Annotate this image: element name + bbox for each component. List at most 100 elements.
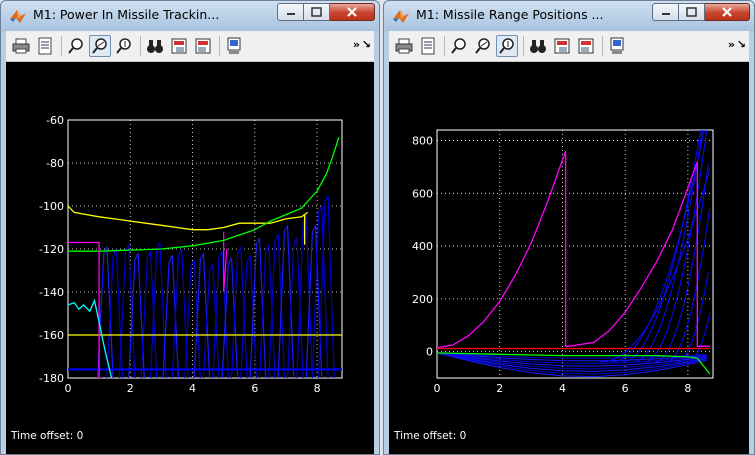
zoom-button[interactable] [448, 35, 470, 57]
window-title: M1: Power In Missile Trackin... [33, 7, 220, 22]
series-line [68, 241, 103, 378]
restore-axes-icon [195, 38, 211, 54]
series-line [437, 352, 707, 378]
matlab-icon [393, 10, 409, 23]
restore-axes-icon [578, 38, 594, 54]
print-button[interactable] [393, 35, 415, 57]
toolbar-separator [61, 36, 62, 56]
save-axes-icon [171, 38, 187, 54]
series-line [311, 205, 329, 378]
maximize-icon [311, 7, 322, 17]
series-line [437, 352, 707, 362]
series-line [149, 242, 167, 378]
close-button[interactable] [705, 3, 750, 21]
y-tick-label: -180 [39, 372, 64, 385]
time-offset-label: Time offset: 0 [394, 430, 467, 442]
series-line [223, 231, 228, 293]
series-line [665, 206, 711, 363]
binoculars-icon [530, 40, 546, 53]
y-tick-label: -60 [46, 114, 64, 127]
minimize-button[interactable] [277, 3, 304, 21]
y-tick-label: 200 [412, 293, 433, 306]
series-line [106, 248, 124, 378]
close-icon [347, 7, 357, 17]
x-tick-label: 2 [496, 382, 503, 395]
restore-axes-button[interactable] [192, 35, 214, 57]
series-line [318, 194, 335, 378]
save-axes-icon [554, 38, 570, 54]
x-tick-label: 4 [559, 382, 566, 395]
toolbar-overflow-icon[interactable]: » ↘ [352, 38, 371, 51]
zoom-x-button[interactable] [89, 35, 111, 57]
zoom-button[interactable] [65, 35, 87, 57]
floating-scope-icon [227, 37, 241, 54]
axes: 0 2 4 6 8 -60 -80 -100 -120 -140 -160 -180 [39, 114, 343, 395]
x-tick-label: 2 [127, 382, 134, 395]
y-tick-label: 400 [412, 240, 433, 253]
y-tick-label: -120 [39, 243, 64, 256]
y-tick-label: -140 [39, 286, 64, 299]
series-line [437, 352, 707, 372]
zoom-icon [68, 38, 83, 54]
minimize-icon [286, 13, 295, 15]
zoom-y-icon [499, 38, 514, 54]
print-icon [395, 38, 413, 54]
series-line [128, 253, 145, 378]
autoscale-button[interactable] [144, 35, 166, 57]
zoom-icon [451, 38, 466, 54]
series-line [68, 205, 309, 231]
x-tick-label: 8 [314, 382, 321, 395]
parameters-button[interactable] [34, 35, 56, 57]
print-button[interactable] [10, 35, 32, 57]
toolbar: » ↘ [6, 31, 374, 62]
title-bar[interactable]: M1: Power In Missile Trackin... [1, 1, 379, 31]
series-line [437, 352, 707, 367]
maximize-button[interactable] [679, 3, 705, 21]
save-axes-button[interactable] [551, 35, 573, 57]
toolbar-separator [523, 36, 524, 56]
toolbar-separator [602, 36, 603, 56]
floating-scope-icon [610, 37, 624, 54]
matlab-icon [10, 10, 26, 23]
floating-scope-button[interactable] [606, 35, 628, 57]
maximize-icon [686, 7, 697, 17]
y-tick-label: -100 [39, 200, 64, 213]
maximize-button[interactable] [304, 3, 330, 21]
power-chart: 0 2 4 6 8 -60 -80 -100 -120 -140 -160 -180 [39, 114, 343, 395]
series-line [687, 312, 711, 363]
title-bar[interactable]: M1: Missile Range Positions ... [384, 1, 754, 31]
plot-lines [68, 137, 342, 378]
axes-frame [436, 129, 714, 379]
series-line [437, 150, 710, 349]
series-line [437, 352, 707, 370]
toolbar-separator [219, 36, 220, 56]
x-tick-label: 6 [622, 382, 629, 395]
toolbar-overflow-icon[interactable]: » ↘ [727, 38, 746, 51]
axes: 0 2 4 6 8 0 200 400 600 800 [412, 129, 714, 395]
y-tick-label: 600 [412, 187, 433, 200]
close-button[interactable] [330, 3, 375, 21]
zoom-y-button[interactable] [113, 35, 135, 57]
series-line [676, 272, 709, 363]
zoom-x-button[interactable] [472, 35, 494, 57]
parameters-icon [38, 37, 52, 55]
parameters-button[interactable] [417, 35, 439, 57]
zoom-y-button[interactable] [496, 35, 518, 57]
y-tick-label: -80 [46, 157, 64, 170]
restore-axes-button[interactable] [575, 35, 597, 57]
plot-lines [437, 130, 711, 378]
floating-scope-button[interactable] [223, 35, 245, 57]
save-axes-button[interactable] [168, 35, 190, 57]
x-tick-label: 0 [65, 382, 72, 395]
parameters-icon [421, 37, 435, 55]
zoom-x-icon [92, 38, 107, 54]
series-line [654, 163, 709, 363]
y-tick-label: 800 [412, 135, 433, 148]
series-line [171, 248, 189, 378]
autoscale-button[interactable] [527, 35, 549, 57]
scope-window-range: M1: Missile Range Positions ... » ↘ 0 2 4 6… [383, 0, 755, 455]
x-tick-label: 8 [684, 382, 691, 395]
minimize-button[interactable] [652, 3, 679, 21]
series-line [68, 298, 113, 378]
plot-area: 0 2 4 6 8 0 200 400 600 800 Time offset: 0 [389, 62, 749, 454]
